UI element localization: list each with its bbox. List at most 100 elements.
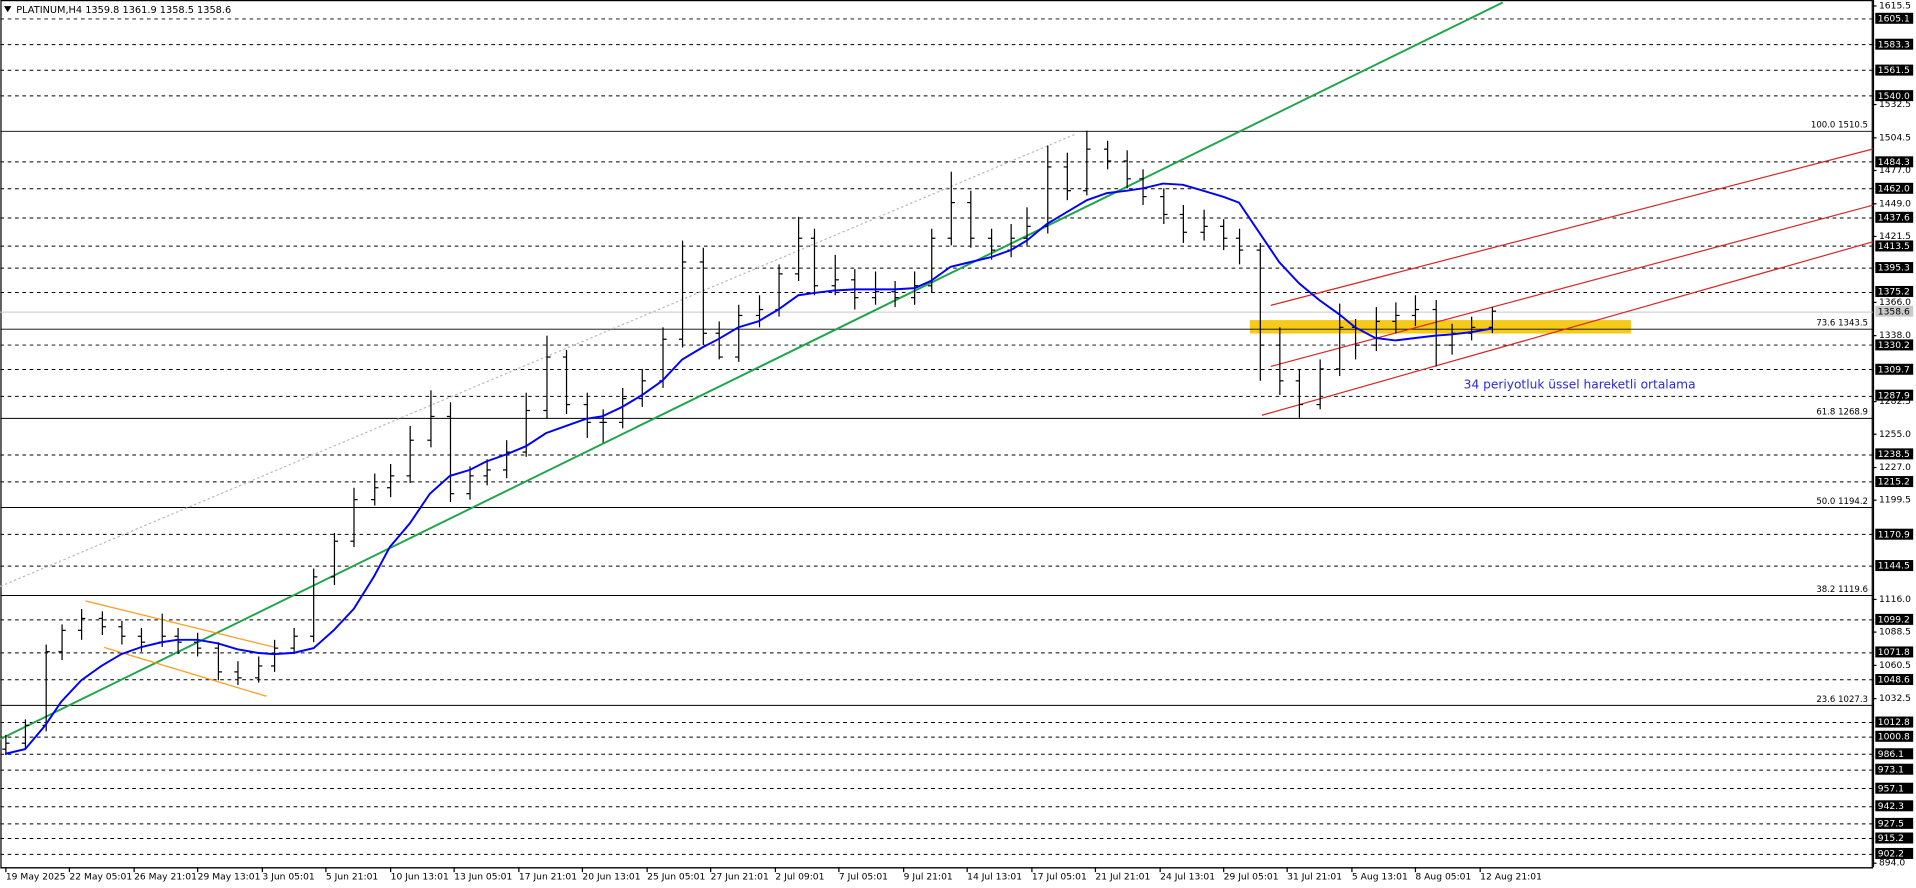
x-tick-label: 29 Jul 05:01 [1224,872,1279,883]
level-label: 1215.2 [1878,477,1910,488]
trendline [1270,204,1874,368]
level-label: 973.1 [1878,764,1904,775]
level-box [1875,528,1914,540]
x-tick-label: 17 Jun 21:01 [519,872,577,883]
y-tick-label: 1504.5 [1879,132,1911,143]
level-box [1875,730,1914,742]
level-label: 1583.3 [1878,39,1910,50]
ema-annotation: 34 periyotluk üssel hareketli ortalama [1464,377,1696,391]
x-tick-label: 29 May 13:01 [198,872,261,883]
x-tick-label: 3 Jun 05:01 [262,872,314,883]
level-box [1875,800,1914,812]
x-tick-label: 5 Jun 21:01 [326,872,378,883]
level-label: 957.1 [1878,783,1904,794]
trendline [0,133,1076,587]
trendline [1261,241,1874,416]
x-tick-label: 8 Aug 05:01 [1415,872,1471,883]
last-price-label: 1358.6 [1878,306,1910,317]
level-label: 1000.8 [1878,731,1910,742]
x-tick-label: 21 Jul 21:01 [1095,872,1150,883]
level-label: 942.3 [1878,801,1904,812]
level-box [1875,389,1914,401]
level-box [1875,646,1914,658]
y-tick-label: 1199.5 [1879,495,1911,506]
y-tick-label: 1421.5 [1879,231,1911,242]
level-box [1875,613,1914,625]
fib-label: 100.0 1510.5 [1811,121,1868,131]
level-label: 1330.2 [1878,340,1910,351]
trendline [1270,148,1874,306]
level-label: 1170.9 [1878,529,1910,540]
level-box [1875,748,1914,760]
x-tick-label: 9 Jul 21:01 [904,872,953,883]
x-tick-label: 31 Jul 21:01 [1287,872,1342,883]
price-zone [1249,320,1631,334]
level-box [1875,90,1914,102]
last-price-box [1875,305,1914,317]
x-tick-label: 19 May 2025 [6,872,66,883]
level-label: 1462.0 [1878,183,1910,194]
fib-label: 61.8 1268.9 [1816,408,1868,418]
x-tick-label: 20 Jun 13:01 [582,872,640,883]
level-box [1875,763,1914,775]
y-tick-label: 1477.0 [1879,165,1911,176]
level-label: 1287.9 [1878,390,1910,401]
x-tick-label: 26 May 21:01 [134,872,197,883]
level-box [1875,560,1914,572]
y-tick-label: 1532.5 [1879,99,1911,110]
level-label: 1375.2 [1878,287,1910,298]
level-label: 1309.7 [1878,364,1910,375]
chart-title: PLATINUM,H4 1359.8 1361.9 1358.5 1358.6 [16,5,231,16]
level-box [1875,211,1914,223]
level-box [1875,476,1914,488]
level-label: 1484.3 [1878,157,1910,168]
level-box [1875,285,1914,297]
level-box [1875,847,1914,859]
x-tick-label: 17 Jul 05:01 [1032,872,1087,883]
level-label: 1540.0 [1878,91,1910,102]
level-label: 1605.1 [1878,13,1910,24]
y-tick-label: 1282.5 [1879,396,1911,407]
level-box [1875,674,1914,686]
level-label: 1071.8 [1878,647,1910,658]
x-tick-label: 22 May 05:01 [69,872,132,883]
fib-label: 73.6 1343.5 [1816,319,1868,329]
level-box [1875,38,1914,50]
fib-label: 50.0 1194.2 [1816,497,1868,507]
x-tick-label: 27 Jun 21:01 [711,872,769,883]
level-label: 902.2 [1878,849,1904,860]
level-box [1875,262,1914,274]
level-box [1875,12,1914,24]
x-tick-label: 12 Aug 21:01 [1480,872,1542,883]
level-label: 1012.8 [1878,717,1910,728]
level-box [1875,817,1914,829]
y-tick-label: 1615.5 [1879,0,1911,11]
y-tick-label: 1255.0 [1879,429,1911,440]
level-label: 1238.5 [1878,449,1910,460]
level-label: 986.1 [1878,749,1904,760]
level-label: 927.5 [1878,819,1904,830]
level-label: 1395.3 [1878,263,1910,274]
level-label: 1144.5 [1878,561,1910,572]
level-box [1875,156,1914,168]
y-tick-label: 1032.5 [1879,693,1911,704]
y-tick-label: 894.0 [1879,858,1905,869]
level-box [1875,448,1914,460]
x-tick-label: 10 Jun 13:01 [391,872,449,883]
level-box [1875,339,1914,351]
y-tick-label: 1449.0 [1879,198,1911,209]
x-tick-label: 2 Jul 09:01 [775,872,824,883]
x-tick-label: 7 Jul 05:01 [839,872,888,883]
y-tick-label: 1060.5 [1879,660,1911,671]
x-tick-label: 13 Jun 05:01 [454,872,512,883]
level-box [1875,716,1914,728]
level-label: 915.2 [1878,833,1904,844]
trendline [103,646,267,697]
y-tick-label: 1366.0 [1879,297,1911,308]
y-tick-label: 1227.0 [1879,462,1911,473]
x-tick-label: 5 Aug 13:01 [1352,872,1408,883]
ema-line [4,182,1492,755]
y-tick-label: 1338.0 [1879,330,1911,341]
